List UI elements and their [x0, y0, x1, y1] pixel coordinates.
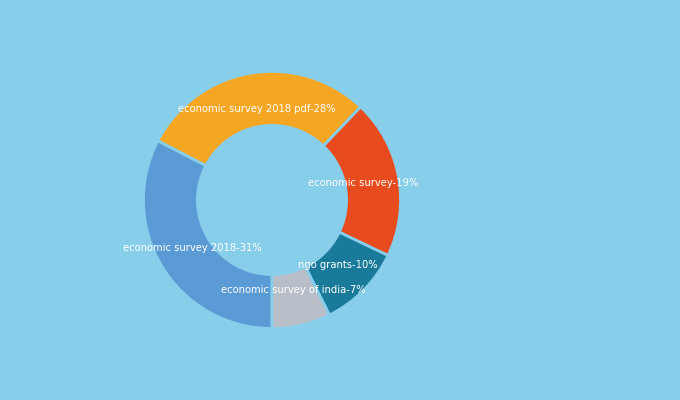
Wedge shape — [272, 267, 329, 328]
Wedge shape — [158, 72, 360, 166]
Text: economic survey 2018 pdf-28%: economic survey 2018 pdf-28% — [178, 104, 335, 114]
Text: economic survey of india-7%: economic survey of india-7% — [221, 285, 366, 295]
Text: ngo grants-10%: ngo grants-10% — [299, 260, 378, 270]
Wedge shape — [305, 232, 388, 315]
Wedge shape — [143, 141, 272, 328]
Wedge shape — [324, 107, 401, 256]
Text: economic survey-19%: economic survey-19% — [308, 178, 418, 188]
Text: economic survey 2018-31%: economic survey 2018-31% — [124, 243, 262, 253]
